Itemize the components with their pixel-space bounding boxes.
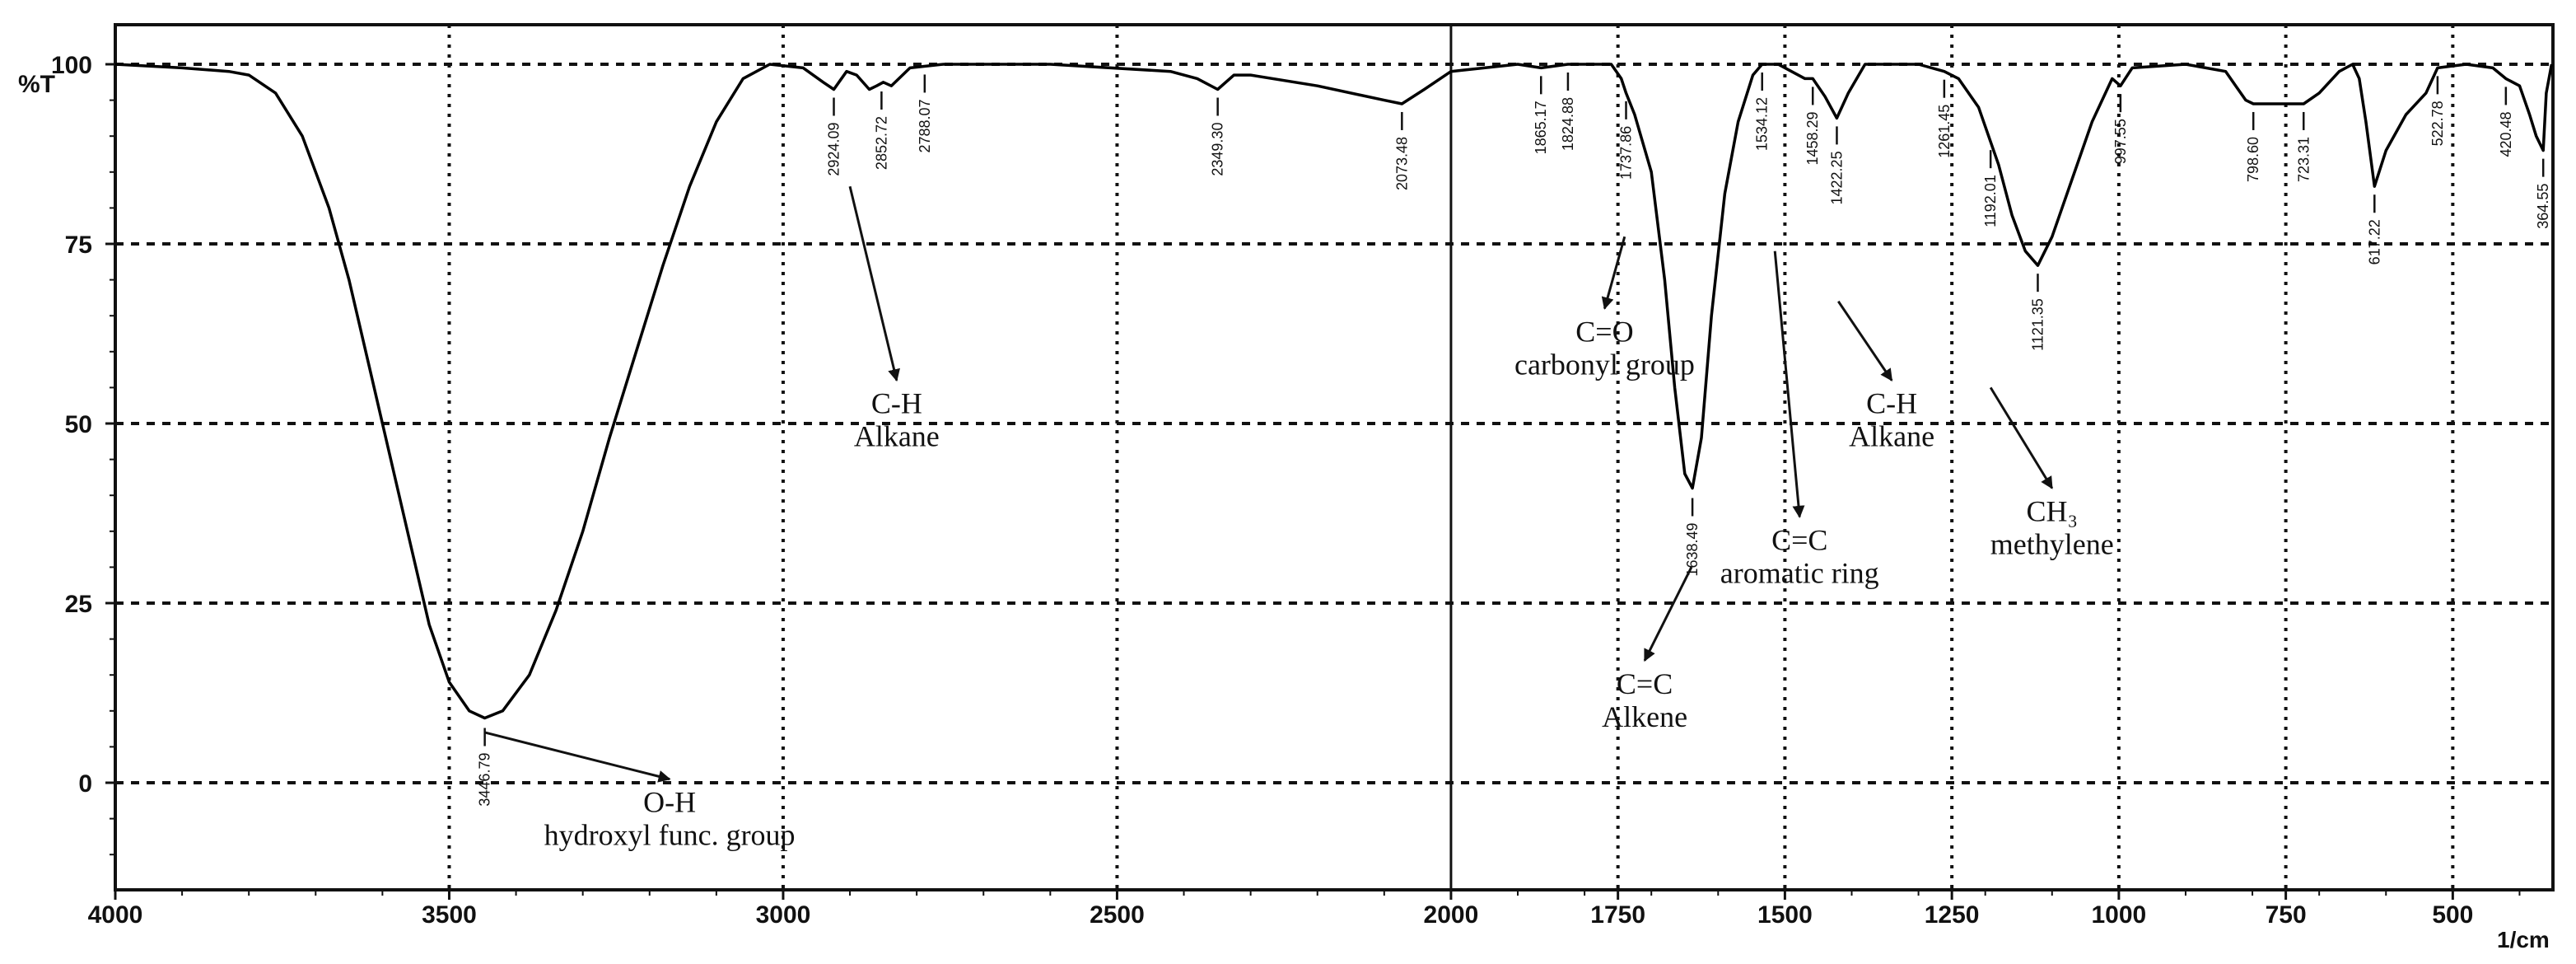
peak-label: 1638.49 xyxy=(1684,522,1701,576)
y-tick-label: 25 xyxy=(65,591,92,618)
x-tick-label: 1750 xyxy=(1590,901,1645,929)
annotation-arrow xyxy=(484,731,671,783)
x-tick-label: 2000 xyxy=(1424,901,1479,929)
peak-label: 1121.35 xyxy=(2029,298,2046,351)
peak-label: 2788.07 xyxy=(917,99,933,152)
peak-label: 617.22 xyxy=(2366,219,2382,264)
y-tick-label: 0 xyxy=(78,770,92,798)
annotation-description: methylene xyxy=(1990,527,2114,560)
peak-label: 1458.29 xyxy=(1804,111,1821,165)
x-tick-label: 2500 xyxy=(1090,901,1145,929)
grid xyxy=(114,25,2553,890)
peak-label: 1192.01 xyxy=(1982,175,1999,227)
spectrum-line xyxy=(114,63,2554,720)
peak-label: 1261.45 xyxy=(1936,105,1953,158)
annotation-arrow xyxy=(848,185,900,382)
annotation-description: Alkane xyxy=(854,420,940,453)
peak-label: 3446.79 xyxy=(477,753,493,807)
y-tick-label: 75 xyxy=(65,232,92,259)
peak-label: 1824.88 xyxy=(1560,97,1576,151)
x-tick-label: 3000 xyxy=(756,901,811,929)
y-tick-label: 100 xyxy=(51,52,92,79)
x-tick-label: 750 xyxy=(2266,901,2307,929)
peak-label: 1737.86 xyxy=(1618,126,1635,180)
y-tick-label: 50 xyxy=(65,411,92,438)
annotation-description: Alkane xyxy=(1849,420,1934,453)
annotation-description: aromatic ring xyxy=(1720,556,1879,589)
peak-label: 364.55 xyxy=(2535,184,2551,229)
x-tick-label: 500 xyxy=(2432,901,2473,929)
peak-labels: 3446.79 2924.09 2852.72 2788.07 2349.30 2073.… xyxy=(477,73,2551,807)
annotation-description: Alkene xyxy=(1602,700,1687,733)
x-tick-label: 1500 xyxy=(1757,901,1813,929)
axis-ticks: 4000 3500 3000 2500 2000 1750 1500 1250 1000 750 5… xyxy=(51,52,2521,929)
annotation-formula: C=C xyxy=(1771,523,1827,556)
x-axis-label: 1/cm xyxy=(2497,927,2550,952)
peak-label: 1534.12 xyxy=(1754,97,1771,151)
annotation-formula: CH₃ xyxy=(2026,494,2078,527)
plot-frame xyxy=(114,23,2555,891)
peak-label: 420.48 xyxy=(2498,111,2514,157)
peak-label: 2073.48 xyxy=(1393,137,1410,190)
peak-label: 2349.30 xyxy=(1210,123,1226,176)
spectrum-series xyxy=(114,63,2554,720)
annotation-arrow xyxy=(1773,250,1805,518)
annotation-formula: O-H xyxy=(643,786,696,819)
x-tick-label: 3500 xyxy=(422,901,477,929)
annotation-formula: C=O xyxy=(1575,315,1633,348)
annotation-arrow xyxy=(1601,236,1626,310)
annotation-arrow xyxy=(1989,386,2054,489)
annotation-arrow xyxy=(1643,566,1693,662)
annotation-description: hydroxyl func. group xyxy=(544,819,796,852)
peak-label: 798.60 xyxy=(2245,137,2261,182)
peak-label: 2852.72 xyxy=(873,116,889,170)
x-tick-label: 1250 xyxy=(1925,901,1980,929)
peak-label: 1422.25 xyxy=(1828,151,1845,204)
annotation-arrow xyxy=(1837,300,1893,381)
peak-label: 1865.17 xyxy=(1533,101,1549,154)
peak-label: 723.31 xyxy=(2295,137,2312,182)
annotation-formula: C-H xyxy=(1866,387,1917,420)
y-axis-label: %T xyxy=(18,71,55,98)
x-tick-label: 4000 xyxy=(88,901,143,929)
peak-label: 997.55 xyxy=(2112,119,2129,164)
peak-label: 522.78 xyxy=(2429,101,2446,146)
annotation-formula: C=C xyxy=(1617,667,1673,700)
annotation-description: carbonyl group xyxy=(1514,348,1695,381)
peak-label: 2924.09 xyxy=(826,123,842,176)
annotation-formula: C-H xyxy=(871,387,922,420)
x-tick-label: 1000 xyxy=(2092,901,2147,929)
